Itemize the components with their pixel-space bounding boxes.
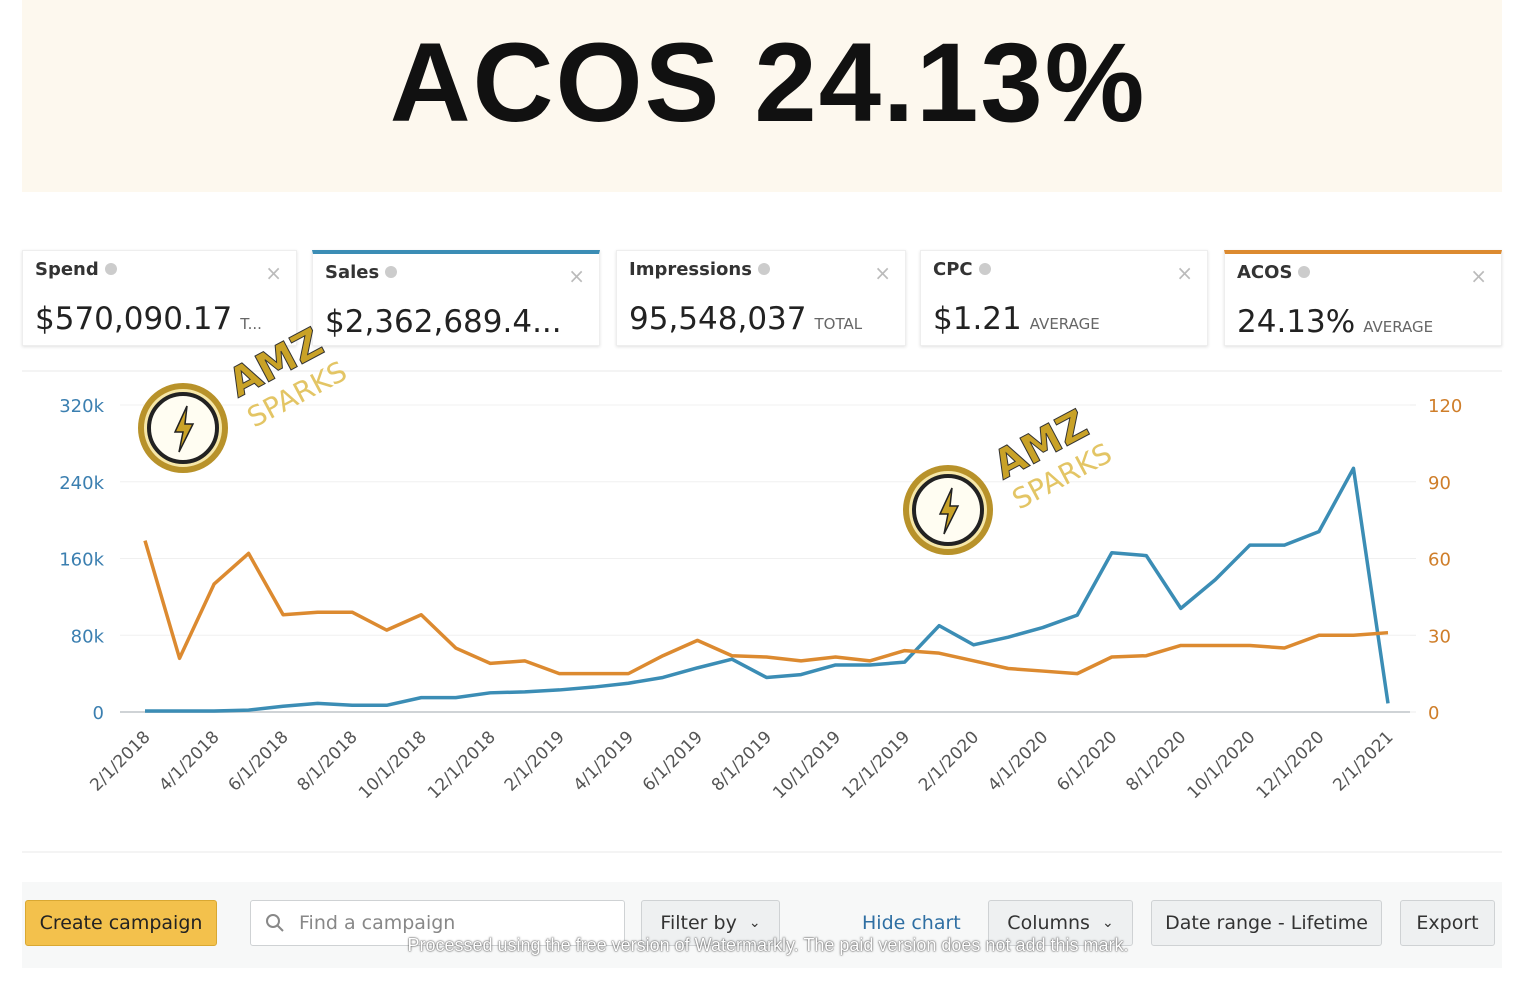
x-tick-label: 2/1/2018 bbox=[86, 727, 154, 795]
y-tick-label: 0 bbox=[93, 703, 104, 724]
filter-button[interactable]: Filter by ⌄ bbox=[641, 900, 780, 946]
create-campaign-button[interactable]: Create campaign bbox=[25, 900, 217, 946]
metric-card[interactable]: Impressions × 95,548,037 TOTAL bbox=[616, 250, 906, 346]
y2-tick-label: 60 bbox=[1428, 550, 1451, 571]
metric-note: AVERAGE bbox=[1029, 315, 1100, 333]
y-tick-label: 80k bbox=[71, 626, 105, 647]
x-tick-label: 6/1/2018 bbox=[225, 727, 293, 795]
y2-tick-label: 120 bbox=[1428, 396, 1462, 417]
x-tick-label: 8/1/2019 bbox=[708, 727, 776, 795]
metric-value-text: $2,362,689.4... bbox=[325, 304, 562, 340]
metric-label: ACOS bbox=[1237, 262, 1310, 283]
metric-label: Impressions bbox=[629, 259, 770, 280]
x-tick-label: 2/1/2019 bbox=[501, 727, 569, 795]
metric-label: CPC bbox=[933, 259, 991, 280]
x-tick-label: 8/1/2020 bbox=[1122, 727, 1190, 795]
y-tick-label: 320k bbox=[59, 396, 104, 417]
metric-value-text: $1.21 bbox=[933, 301, 1022, 337]
x-tick-label: 6/1/2019 bbox=[639, 727, 707, 795]
search-input[interactable]: Find a campaign bbox=[250, 900, 625, 946]
x-tick-label: 4/1/2020 bbox=[984, 727, 1052, 795]
series-line bbox=[143, 540, 1389, 676]
x-tick-label: 2/1/2021 bbox=[1329, 727, 1397, 795]
watermark-notice: Processed using the free version of Wate… bbox=[407, 935, 1129, 955]
columns-button[interactable]: Columns ⌄ bbox=[988, 900, 1133, 946]
hide-chart-link[interactable]: Hide chart bbox=[862, 912, 961, 934]
y2-tick-label: 90 bbox=[1428, 473, 1451, 494]
x-tick-label: 12/1/2020 bbox=[1253, 727, 1329, 803]
date-range-button[interactable]: Date range - Lifetime bbox=[1151, 900, 1382, 946]
x-tick-label: 10/1/2020 bbox=[1184, 727, 1260, 803]
metric-value: 24.13% AVERAGE bbox=[1237, 304, 1433, 340]
y-tick-label: 240k bbox=[59, 473, 104, 494]
metric-label: Spend bbox=[35, 259, 117, 280]
metric-card[interactable]: ACOS × 24.13% AVERAGE bbox=[1224, 250, 1502, 346]
series-line bbox=[145, 466, 1390, 713]
title: ACOS 24.13% bbox=[389, 20, 1147, 145]
metric-value: $1.21 AVERAGE bbox=[933, 301, 1100, 337]
metric-value-text: 24.13% bbox=[1237, 304, 1356, 340]
metric-note: TOTAL bbox=[814, 315, 863, 333]
metric-note: T... bbox=[240, 315, 262, 333]
metric-value: $2,362,689.4... bbox=[325, 304, 562, 340]
x-tick-label: 6/1/2020 bbox=[1053, 727, 1121, 795]
header-band bbox=[22, 0, 1502, 192]
x-tick-label: 12/1/2018 bbox=[424, 727, 500, 803]
columns-label: Columns bbox=[1007, 912, 1090, 934]
x-tick-label: 10/1/2018 bbox=[355, 727, 431, 803]
metric-label: Sales bbox=[325, 262, 397, 283]
metric-value-text: $570,090.17 bbox=[35, 301, 233, 337]
export-button[interactable]: Export bbox=[1400, 900, 1495, 946]
x-tick-label: 4/1/2018 bbox=[155, 727, 223, 795]
x-tick-label: 4/1/2019 bbox=[570, 727, 638, 795]
x-tick-label: 2/1/2020 bbox=[915, 727, 983, 795]
metric-value: $570,090.17 T... bbox=[35, 301, 262, 337]
x-tick-label: 10/1/2019 bbox=[769, 727, 845, 803]
metric-card[interactable]: CPC × $1.21 AVERAGE bbox=[920, 250, 1208, 346]
filter-label: Filter by bbox=[660, 912, 737, 934]
y2-tick-label: 30 bbox=[1428, 626, 1451, 647]
metric-note: AVERAGE bbox=[1363, 318, 1434, 336]
metric-value: 95,548,037 TOTAL bbox=[629, 301, 862, 337]
metric-card[interactable]: Spend × $570,090.17 T... bbox=[22, 250, 297, 346]
search-icon bbox=[266, 914, 284, 932]
metric-value-text: 95,548,037 bbox=[629, 301, 807, 337]
x-tick-label: 8/1/2018 bbox=[294, 727, 362, 795]
x-tick-label: 12/1/2019 bbox=[838, 727, 914, 803]
metric-card[interactable]: Sales × $2,362,689.4... bbox=[312, 250, 600, 346]
y-tick-label: 160k bbox=[59, 550, 104, 571]
y2-tick-label: 0 bbox=[1428, 703, 1439, 724]
